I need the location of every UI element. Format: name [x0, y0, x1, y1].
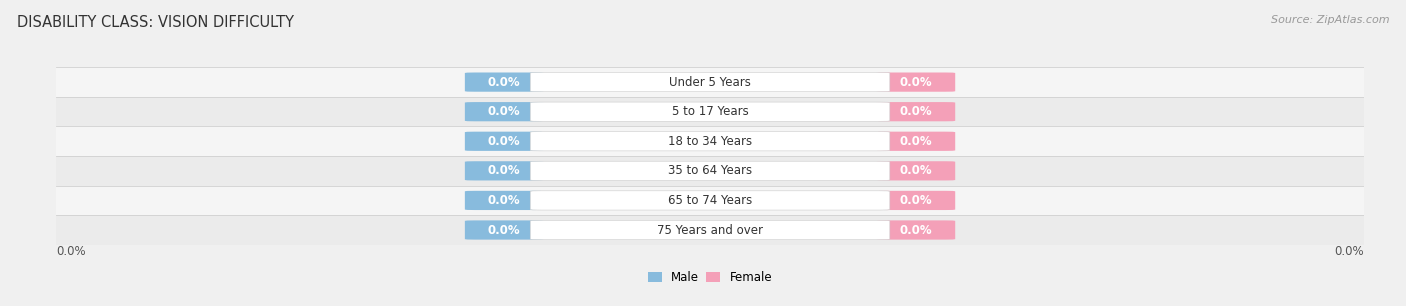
Text: Under 5 Years: Under 5 Years — [669, 76, 751, 89]
FancyBboxPatch shape — [530, 220, 890, 240]
FancyBboxPatch shape — [877, 220, 955, 240]
FancyBboxPatch shape — [465, 191, 543, 210]
Text: 0.0%: 0.0% — [488, 223, 520, 237]
Text: 5 to 17 Years: 5 to 17 Years — [672, 105, 748, 118]
FancyBboxPatch shape — [877, 191, 955, 210]
FancyBboxPatch shape — [530, 102, 890, 121]
Text: DISABILITY CLASS: VISION DIFFICULTY: DISABILITY CLASS: VISION DIFFICULTY — [17, 15, 294, 30]
Text: 0.0%: 0.0% — [900, 194, 932, 207]
Text: 75 Years and over: 75 Years and over — [657, 223, 763, 237]
FancyBboxPatch shape — [877, 73, 955, 92]
FancyBboxPatch shape — [877, 102, 955, 121]
Bar — [56, 186, 1364, 215]
FancyBboxPatch shape — [530, 191, 890, 210]
FancyBboxPatch shape — [530, 132, 890, 151]
Bar — [56, 67, 1364, 97]
Text: 0.0%: 0.0% — [1334, 245, 1364, 258]
Text: 65 to 74 Years: 65 to 74 Years — [668, 194, 752, 207]
Text: 0.0%: 0.0% — [56, 245, 86, 258]
FancyBboxPatch shape — [465, 73, 543, 92]
Text: 18 to 34 Years: 18 to 34 Years — [668, 135, 752, 148]
Text: 35 to 64 Years: 35 to 64 Years — [668, 164, 752, 177]
FancyBboxPatch shape — [465, 132, 543, 151]
Text: 0.0%: 0.0% — [488, 135, 520, 148]
Text: 0.0%: 0.0% — [488, 194, 520, 207]
FancyBboxPatch shape — [530, 161, 890, 181]
Bar — [56, 97, 1364, 126]
Text: 0.0%: 0.0% — [900, 76, 932, 89]
FancyBboxPatch shape — [465, 102, 543, 121]
FancyBboxPatch shape — [530, 73, 890, 92]
Text: 0.0%: 0.0% — [900, 135, 932, 148]
Bar — [56, 126, 1364, 156]
Text: Source: ZipAtlas.com: Source: ZipAtlas.com — [1271, 15, 1389, 25]
FancyBboxPatch shape — [877, 132, 955, 151]
Text: 0.0%: 0.0% — [488, 164, 520, 177]
Text: 0.0%: 0.0% — [900, 164, 932, 177]
Text: 0.0%: 0.0% — [488, 105, 520, 118]
Text: 0.0%: 0.0% — [900, 223, 932, 237]
FancyBboxPatch shape — [465, 220, 543, 240]
FancyBboxPatch shape — [877, 161, 955, 181]
Text: 0.0%: 0.0% — [488, 76, 520, 89]
Text: 0.0%: 0.0% — [900, 105, 932, 118]
FancyBboxPatch shape — [465, 161, 543, 181]
Bar — [56, 156, 1364, 186]
Legend: Male, Female: Male, Female — [643, 266, 778, 289]
Bar — [56, 215, 1364, 245]
